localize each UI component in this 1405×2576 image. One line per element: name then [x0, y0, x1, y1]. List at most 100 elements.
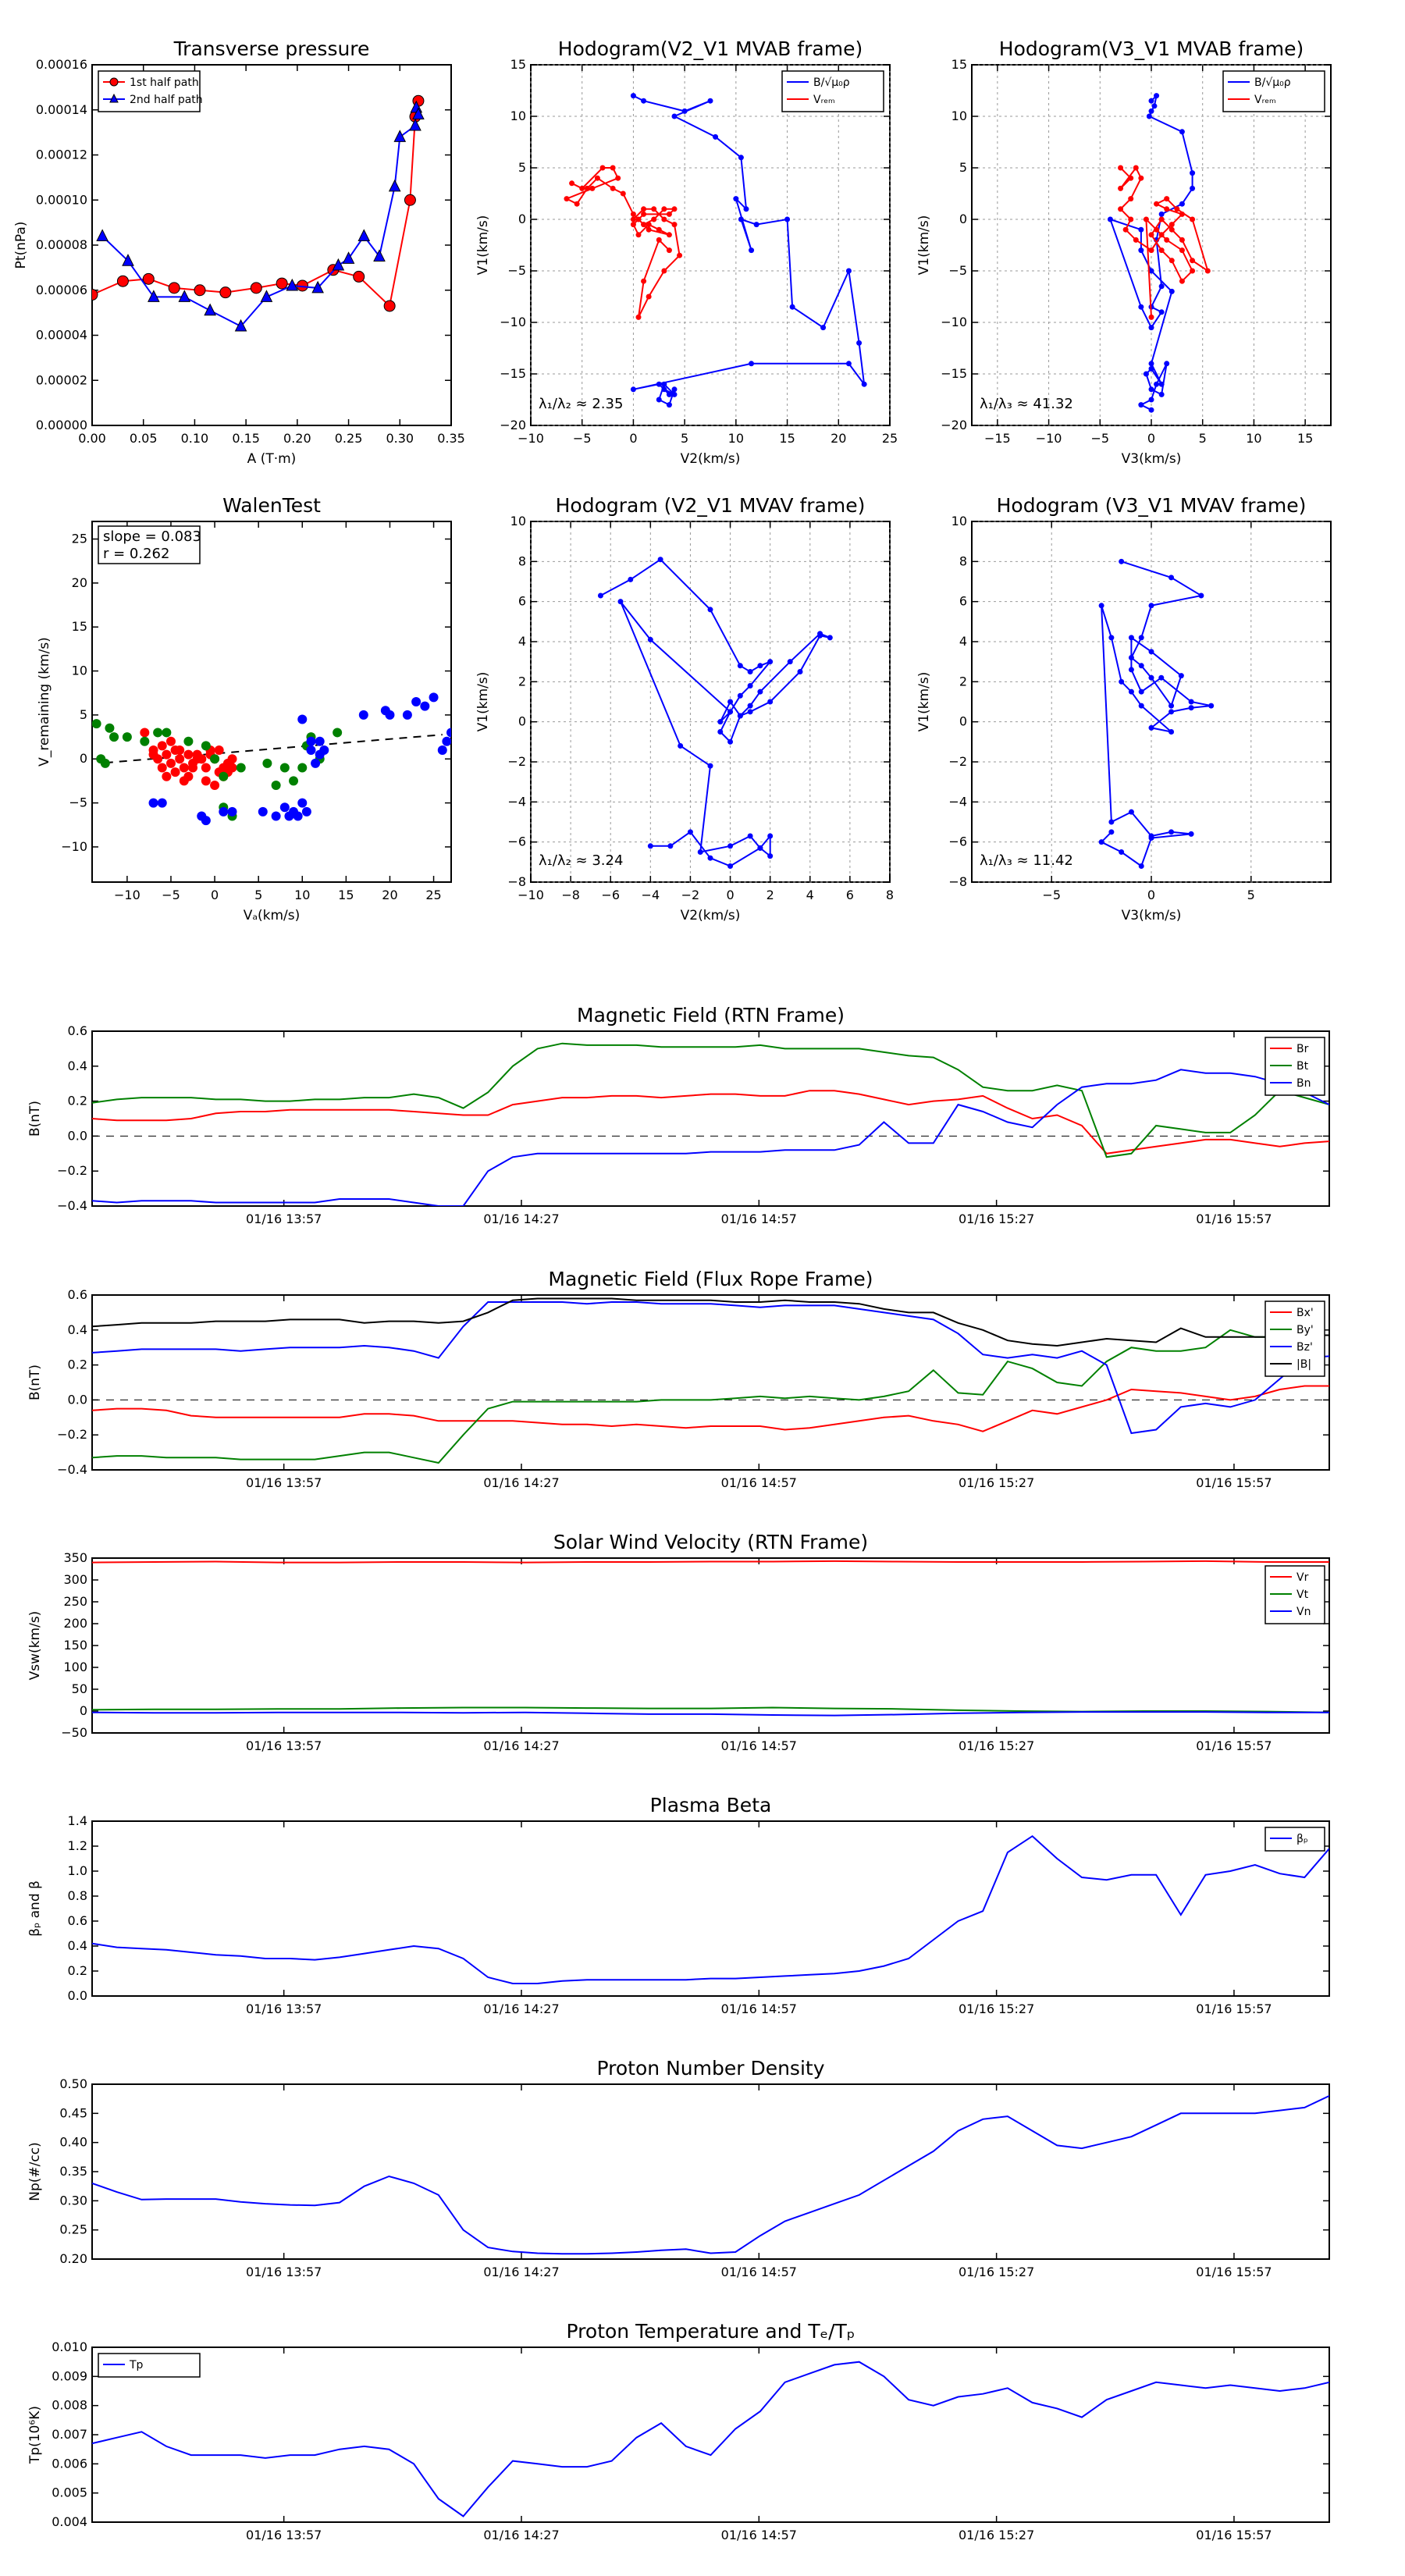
data-point [357, 229, 371, 241]
x-tick-label: 01/16 15:57 [1196, 2001, 1272, 2016]
data-point [1148, 98, 1154, 104]
data-point [409, 118, 422, 131]
y-axis-label: V1(km/s) [475, 672, 491, 732]
y-tick-label: 100 [63, 1660, 87, 1674]
data-point [787, 659, 793, 665]
chart-title: Solar Wind Velocity (RTN Frame) [553, 1531, 868, 1553]
data-point [383, 300, 396, 312]
chart-title: WalenTest [222, 494, 321, 517]
data-point [767, 659, 774, 665]
y-tick-label: −4 [948, 794, 967, 809]
data-point [142, 272, 155, 285]
y-tick-label: 0.004 [52, 2514, 87, 2529]
data-point [661, 216, 667, 222]
data-point [210, 754, 220, 764]
x-tick-label: −6 [601, 888, 620, 902]
data-point [707, 98, 713, 104]
data-point [358, 710, 368, 720]
legend-box [98, 70, 201, 112]
x-tick-label: 01/16 15:27 [959, 1738, 1034, 1753]
x-axis-label: V2(km/s) [681, 908, 741, 923]
data-point [727, 738, 734, 745]
data-point [1148, 397, 1154, 403]
data-point [569, 180, 575, 187]
series-line [92, 1069, 1329, 1206]
legend: Br Bt Bn [1264, 1037, 1325, 1096]
y-tick-label: −0.2 [57, 1163, 87, 1178]
legend-label: 2nd half path [130, 94, 203, 106]
data-point [306, 745, 316, 755]
x-tick-label: 01/16 15:27 [959, 2001, 1034, 2016]
plot-frame [91, 64, 452, 426]
data-point [319, 745, 329, 755]
data-point [671, 113, 678, 119]
data-point [646, 226, 652, 233]
data-point [1148, 674, 1154, 681]
data-point [279, 763, 290, 773]
data-point [707, 763, 713, 769]
x-tick-label: 0.30 [386, 431, 414, 446]
x-tick-label: 5 [1247, 888, 1255, 902]
data-point [262, 758, 272, 768]
chart-bfield_fr: Magnetic Field (Flux Rope Frame) 01/16 13… [27, 1268, 1330, 1490]
y-tick-label: 15 [72, 619, 87, 634]
data-point [162, 749, 172, 760]
data-point [656, 381, 662, 387]
y-tick-label: 0.6 [68, 1287, 87, 1302]
data-point [1122, 226, 1129, 233]
data-point [1138, 247, 1144, 254]
x-tick-label: 01/16 14:57 [721, 1475, 797, 1490]
y-axis-label: V1(km/s) [916, 672, 932, 732]
y-tick-label: −2 [948, 754, 967, 769]
x-tick-label: 0.05 [130, 431, 158, 446]
data-point [279, 802, 290, 813]
y-tick-label: 300 [63, 1572, 87, 1587]
data-point [188, 763, 198, 773]
plot-area [92, 1834, 1329, 1984]
y-tick-label: 0.30 [59, 2193, 87, 2208]
data-point [661, 206, 667, 212]
data-point [201, 763, 211, 773]
x-tick-label: −15 [984, 431, 1011, 446]
x-tick-label: 0.00 [78, 431, 106, 446]
data-point [1128, 655, 1134, 661]
chart-title: Magnetic Field (RTN Frame) [577, 1004, 845, 1026]
series-vn [92, 1711, 1329, 1717]
y-tick-label: 0.35 [59, 2164, 87, 2179]
y-tick-label: −5 [948, 263, 967, 278]
data-point [717, 729, 724, 735]
y-tick-label: −6 [948, 834, 967, 849]
data-point [579, 185, 585, 191]
x-tick-label: 5 [681, 431, 688, 446]
y-tick-label: 5 [959, 160, 967, 175]
y-tick-label: 10 [510, 109, 526, 123]
data-point [420, 701, 430, 711]
data-point [1179, 201, 1185, 207]
data-point [140, 736, 150, 746]
data-point [219, 806, 229, 817]
data-point [311, 280, 324, 294]
y-tick-label: 25 [72, 532, 87, 546]
data-point [197, 754, 207, 764]
y-tick-label: −5 [507, 263, 526, 278]
data-point [1138, 175, 1144, 181]
data-point [1148, 247, 1154, 254]
chart-title: Proton Number Density [597, 2057, 825, 2080]
data-point [260, 290, 273, 302]
x-tick-label: 0.20 [283, 431, 311, 446]
data-point [789, 304, 795, 310]
data-point [96, 229, 108, 241]
data-point [845, 268, 852, 274]
data-point [651, 206, 657, 212]
series-2 [148, 692, 451, 826]
legend-label: By' [1297, 1324, 1314, 1336]
y-tick-label: 0.008 [52, 2398, 87, 2413]
x-tick-label: 2 [767, 888, 774, 902]
data-point [737, 692, 743, 699]
data-point [446, 728, 451, 738]
plot-area [92, 1560, 1329, 1717]
y-tick-label: 1.4 [68, 1813, 87, 1828]
y-tick-label: 0.4 [68, 1059, 87, 1073]
data-point [1119, 849, 1125, 855]
y-tick-label: 50 [72, 1681, 87, 1696]
